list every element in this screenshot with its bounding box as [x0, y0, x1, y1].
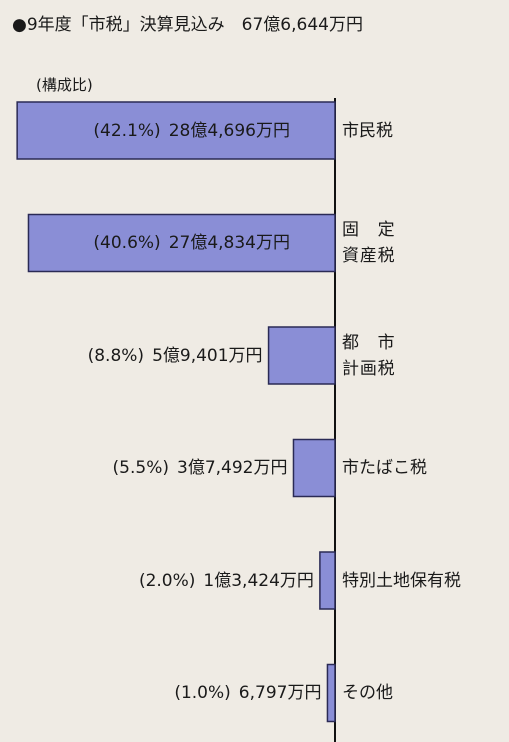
percent-label: (8.8%) [88, 346, 144, 366]
bar-label: (1.0%) 6,797万円 [174, 682, 321, 704]
bar-label: (40.6%) 27億4,834万円 [93, 232, 290, 254]
percent-label: (2.0%) [139, 571, 195, 591]
category-label: 特別土地保有税 [342, 570, 461, 592]
chart-subtitle: (構成比) [36, 74, 93, 96]
amount-label: 28億4,696万円 [169, 121, 290, 141]
bar-label: (5.5%) 3億7,492万円 [113, 457, 288, 479]
category-label: 市民税 [342, 120, 393, 142]
bar [320, 552, 335, 609]
amount-label: 5億9,401万円 [152, 346, 262, 366]
percent-label: (42.1%) [93, 121, 160, 141]
category-label: 都市 計画税 [342, 330, 395, 382]
category-label: その他 [342, 682, 393, 704]
percent-label: (1.0%) [174, 683, 230, 703]
category-label: 市たばこ税 [342, 457, 427, 479]
amount-label: 6,797万円 [239, 683, 322, 703]
bar [327, 665, 335, 722]
bar-label: (42.1%) 28億4,696万円 [93, 120, 290, 142]
category-label: 固定 資産税 [342, 217, 395, 269]
bar-label: (8.8%) 5億9,401万円 [88, 345, 263, 367]
amount-label: 1億3,424万円 [203, 571, 313, 591]
bar-label: (2.0%) 1億3,424万円 [139, 570, 314, 592]
percent-label: (5.5%) [113, 458, 169, 478]
amount-label: 27億4,834万円 [169, 233, 290, 253]
chart: ●9年度「市税」決算見込み 67億6,644万円 (構成比) (42.1%) 28… [0, 0, 509, 742]
bar [269, 327, 335, 384]
bar [293, 440, 335, 497]
percent-label: (40.6%) [93, 233, 160, 253]
amount-label: 3億7,492万円 [177, 458, 287, 478]
plot [0, 0, 509, 742]
chart-title: ●9年度「市税」決算見込み 67億6,644万円 [12, 14, 363, 36]
